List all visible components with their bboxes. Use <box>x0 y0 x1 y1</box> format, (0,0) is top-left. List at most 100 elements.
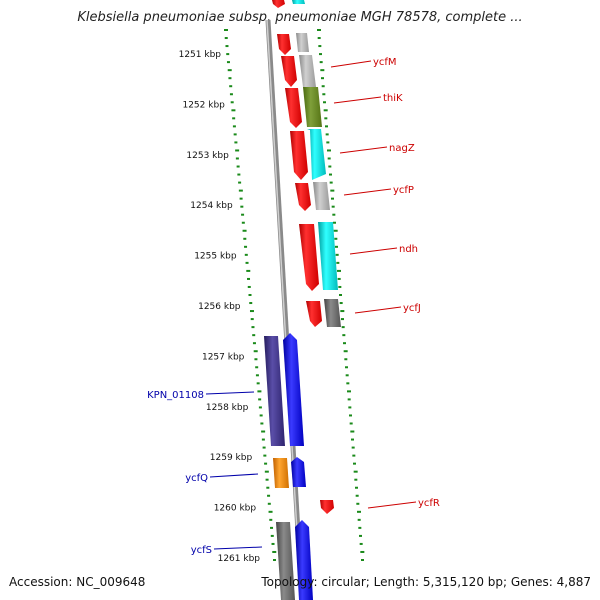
gene-label-ycfs: ycfS <box>191 545 212 556</box>
gene-label-kpn_01108: KPN_01108 <box>147 390 204 401</box>
right-tick-mark <box>325 125 328 128</box>
right-tick-mark <box>341 326 345 329</box>
gene-label-ycfq: ycfQ <box>185 473 208 484</box>
left-tick-mark <box>272 550 277 553</box>
right-tick-mark <box>317 37 321 40</box>
left-tick-mark <box>227 69 232 72</box>
left-tick-mark <box>264 462 268 465</box>
right-tick-mark <box>347 390 351 393</box>
gene-arrow-olive <box>303 87 322 127</box>
gene-label-ndh: ndh <box>399 244 418 255</box>
left-tick-mark <box>255 366 259 369</box>
left-tick-mark <box>242 229 247 232</box>
right-tick-mark <box>336 261 340 264</box>
left-tick-mark <box>273 559 276 561</box>
right-tick-mark <box>334 237 338 240</box>
left-tick-mark <box>246 269 251 272</box>
left-tick-mark <box>232 117 236 120</box>
right-tick-mark <box>327 157 331 160</box>
right-tick-mark <box>360 550 365 553</box>
right-tick-mark <box>354 478 358 481</box>
forward-strand-genes <box>272 0 341 514</box>
left-tick-mark <box>261 430 266 433</box>
gene-arrow-blue <box>291 457 306 487</box>
right-tick-mark <box>323 101 326 104</box>
left-tick-mark <box>238 189 243 192</box>
accession-text: Accession: NC_009648 <box>9 575 146 589</box>
left-tick-mark <box>230 101 234 104</box>
gene-label-ycfj: ycfJ <box>403 303 421 314</box>
gene-label-leader <box>367 501 417 509</box>
right-tick-mark <box>331 205 335 208</box>
left-tick-mark <box>271 542 275 545</box>
left-tick-mark <box>243 237 247 240</box>
reverse-gene-labels: KPN_01108 ycfQ ycfS <box>147 390 263 556</box>
gene-arrow-gray <box>296 33 309 52</box>
right-tick-mark <box>343 350 348 353</box>
right-tick-mark <box>345 366 348 369</box>
right-tick-mark <box>345 374 349 377</box>
left-tick-mark <box>260 422 264 425</box>
right-tick-mark <box>355 494 359 497</box>
tick-rings <box>224 29 365 561</box>
left-tick-mark <box>231 109 236 112</box>
kbp-tick-label: 1251 kbp <box>179 50 222 60</box>
left-tick-mark <box>264 470 269 473</box>
left-tick-mark <box>257 390 262 393</box>
gene-label-leader <box>349 247 398 255</box>
right-tick-mark <box>330 189 335 192</box>
gene-arrow-cyan <box>318 222 338 290</box>
right-tick-mark <box>337 269 341 272</box>
right-tick-mark <box>353 470 358 473</box>
right-tick-mark <box>320 69 325 72</box>
gene-label-nagz: nagZ <box>389 143 415 154</box>
right-tick-mark <box>335 245 338 248</box>
gene-arrow-cyan <box>292 0 305 4</box>
left-tick-mark <box>238 181 242 184</box>
left-tick-mark <box>263 454 267 457</box>
right-tick-mark <box>347 398 351 401</box>
gene-label-leader <box>354 306 402 314</box>
gene-label-leader <box>213 546 263 550</box>
left-tick-mark <box>259 414 263 417</box>
gene-arrow-red <box>295 183 311 211</box>
left-tick-mark <box>224 37 228 40</box>
right-tick-mark <box>359 542 363 545</box>
right-tick-mark <box>332 213 336 216</box>
right-tick-mark <box>359 534 362 537</box>
left-tick-mark <box>247 285 251 288</box>
right-tick-mark <box>338 285 342 288</box>
left-tick-mark <box>229 93 233 96</box>
right-tick-mark <box>322 93 326 96</box>
right-tick-mark <box>325 133 329 136</box>
left-tick-mark <box>254 358 258 361</box>
left-tick-mark <box>269 518 273 521</box>
right-tick-mark <box>350 430 355 433</box>
kbp-tick-label: 1259 kbp <box>210 453 253 463</box>
gene-arrow-dark-gray <box>276 522 295 600</box>
gene-arrow-red <box>281 56 297 87</box>
left-tick-mark <box>240 205 244 208</box>
left-tick-mark <box>226 61 230 64</box>
gene-arrow-red <box>285 88 302 128</box>
gene-arrow-cyan <box>307 129 326 180</box>
kbp-tick-label: 1252 kbp <box>182 100 225 110</box>
right-tick-mark <box>328 165 332 168</box>
map-title: Klebsiella pneumoniae subsp. pneumoniae … <box>77 10 523 25</box>
left-tick-mark <box>236 165 240 168</box>
right-tick-mark <box>335 253 339 256</box>
right-tick-mark <box>348 406 352 409</box>
gene-arrow-red <box>277 34 291 55</box>
left-tick-mark <box>267 494 271 497</box>
left-tick-mark <box>251 326 255 329</box>
right-tick-mark <box>357 510 361 513</box>
right-tick-mark <box>319 61 323 64</box>
left-tick-mark <box>267 502 271 505</box>
right-tick-mark <box>340 310 345 313</box>
gene-arrow-dark-gray <box>324 299 341 327</box>
left-tick-mark <box>270 534 274 537</box>
gene-label-leader <box>339 146 388 154</box>
left-tick-mark <box>248 294 252 296</box>
right-tick-mark <box>357 518 361 521</box>
left-tick-mark <box>237 173 241 176</box>
